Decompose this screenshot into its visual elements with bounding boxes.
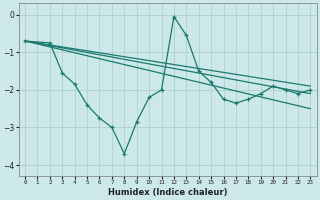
X-axis label: Humidex (Indice chaleur): Humidex (Indice chaleur) <box>108 188 228 197</box>
